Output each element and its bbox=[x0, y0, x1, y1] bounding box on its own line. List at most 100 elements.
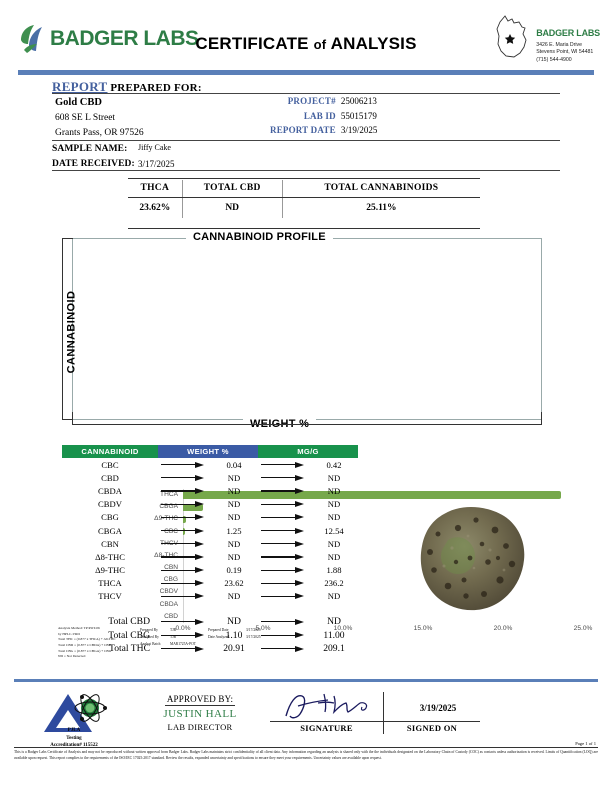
chart-category-label: THCV bbox=[160, 538, 178, 550]
report-prepared-for-heading: REPORT PREPARED FOR: bbox=[52, 79, 202, 95]
arrow-icon bbox=[161, 553, 207, 560]
arrow-icon bbox=[261, 540, 307, 547]
arrow-icon bbox=[161, 540, 207, 547]
arrow-icon bbox=[261, 487, 307, 494]
arrow-icon bbox=[261, 593, 307, 600]
weight-percent-value: ND bbox=[227, 512, 241, 523]
arrow-cell bbox=[158, 540, 210, 547]
cannabinoid-name: Δ9-THC bbox=[95, 565, 125, 576]
summary-value-row: 23.62% ND 25.11% bbox=[128, 197, 480, 218]
chart-category-row: THCA bbox=[160, 489, 583, 501]
chart-category-row: Δ8-THC bbox=[154, 550, 583, 562]
lab-brand-name: BADGER LABS bbox=[536, 28, 600, 38]
title-analysis: ANALYSIS bbox=[330, 34, 417, 53]
arrow-cell bbox=[258, 553, 310, 560]
arrow-cell bbox=[158, 501, 210, 508]
report-rule-bottom bbox=[52, 170, 560, 171]
footnote-method: Analysis Method: TP/POT-06 bbox=[58, 626, 100, 630]
approval-block: APPROVED BY: JUSTIN HALL LAB DIRECTOR bbox=[140, 689, 260, 732]
mgg-value: ND bbox=[327, 551, 341, 562]
chart-category-row: CBD bbox=[164, 611, 583, 623]
arrow-icon bbox=[161, 501, 207, 508]
arrow-icon bbox=[261, 501, 307, 508]
arrow-icon bbox=[161, 632, 207, 639]
document-header: BADGER LABS CERTIFICATE of ANALYSIS BADG… bbox=[0, 0, 612, 78]
chart-title: CANNABINOID PROFILE bbox=[186, 231, 333, 243]
summary-value-thca: 23.62% bbox=[139, 203, 171, 213]
prepared-by-value: TJB bbox=[170, 628, 176, 632]
arrow-icon bbox=[261, 514, 307, 521]
arrow-icon bbox=[161, 474, 207, 481]
seal-name: PJLA bbox=[67, 728, 81, 733]
arrow-cell bbox=[158, 474, 210, 481]
arrow-cell bbox=[258, 645, 310, 652]
weight-percent-value: ND bbox=[227, 499, 241, 510]
pjla-accreditation-seal bbox=[22, 690, 126, 748]
chart-category-label: THCA bbox=[160, 491, 178, 498]
title-of: of bbox=[313, 37, 327, 52]
summary-header-total-cannabinoids: TOTAL CANNABINOIDS bbox=[281, 180, 480, 198]
arrow-icon bbox=[261, 461, 307, 468]
approver-title: LAB DIRECTOR bbox=[167, 722, 233, 732]
arrow-icon bbox=[161, 461, 207, 468]
page-number: Page 1 of 1 bbox=[575, 741, 596, 746]
results-header-cannabinoid: CANNABINOID bbox=[62, 445, 158, 458]
weight-percent-value: ND bbox=[227, 551, 241, 562]
report-label: REPORT bbox=[52, 79, 108, 94]
arrow-cell bbox=[158, 487, 210, 494]
chart-x-tick-label: 0.0% bbox=[175, 625, 191, 632]
results-header-mgg: MG/G bbox=[258, 445, 358, 458]
chart-category-row: Δ9-THC bbox=[154, 513, 583, 525]
mgg-value: 1.88 bbox=[326, 565, 342, 576]
table-row: CBC 0.04 0.42 bbox=[62, 458, 358, 471]
cannabinoid-name: THCV bbox=[98, 591, 122, 602]
footnote-total-cbg-formula: Total CBG = (0.877 x CBGA) + CBG bbox=[58, 648, 112, 653]
report-rule-top bbox=[52, 93, 560, 94]
cannabinoid-name: Total CBD bbox=[108, 616, 150, 628]
arrow-cell bbox=[158, 632, 210, 639]
chart-x-tick-label: 10.0% bbox=[333, 625, 353, 632]
summary-header-thca: THCA bbox=[128, 180, 183, 198]
labid-row: LAB ID 55015179 bbox=[270, 109, 403, 124]
arrow-cell bbox=[258, 580, 310, 587]
arrow-cell bbox=[158, 645, 210, 652]
arrow-cell bbox=[258, 527, 310, 534]
reportdate-row: REPORT DATE 3/19/2025 bbox=[270, 123, 403, 138]
cannabinoid-name: CBC bbox=[101, 459, 119, 470]
arrow-cell bbox=[158, 593, 210, 600]
report-rule-mid bbox=[52, 140, 560, 141]
chart-bar bbox=[183, 503, 203, 511]
cannabinoid-name: CBG bbox=[101, 512, 119, 523]
weight-percent-value: 0.19 bbox=[226, 565, 242, 576]
summary-table: THCA TOTAL CBD TOTAL CANNABINOIDS 23.62%… bbox=[128, 180, 480, 218]
arrow-icon bbox=[161, 527, 207, 534]
disclaimer-text: This is a Badger Labs Certificate of Ana… bbox=[14, 750, 598, 761]
cannabinoid-name: CBN bbox=[101, 538, 119, 549]
arrow-cell bbox=[258, 501, 310, 508]
analyzed-by-row: Analyzed By TJB Date Analyzed 3/17/2025 bbox=[140, 634, 261, 641]
cannabinoid-name: Total THC bbox=[109, 643, 150, 655]
reportdate-label: REPORT DATE bbox=[270, 125, 336, 136]
seal-type: Testing bbox=[66, 735, 82, 741]
results-table: CANNABINOID WEIGHT % MG/G CBC 0.04 0.42 CBD… bbox=[62, 445, 358, 655]
footnote-nd-definition: ND = Not Detected bbox=[58, 654, 86, 659]
summary-header-row: THCA TOTAL CBD TOTAL CANNABINOIDS bbox=[128, 180, 480, 198]
signature-line bbox=[270, 721, 480, 722]
arrow-icon bbox=[161, 567, 207, 574]
arrow-cell bbox=[258, 618, 310, 625]
mgg-value: 209.1 bbox=[323, 643, 345, 655]
arrow-icon bbox=[261, 632, 307, 639]
reportdate-value: 3/19/2025 bbox=[340, 125, 378, 136]
sample-name-label: SAMPLE NAME: bbox=[52, 144, 128, 154]
mgg-value: ND bbox=[327, 538, 341, 549]
date-received-row: DATE RECEIVED: 3/17/2025 bbox=[52, 157, 175, 172]
results-header-weight: WEIGHT % bbox=[158, 445, 258, 458]
cannabinoid-name: CBD bbox=[101, 472, 119, 483]
mgg-value: ND bbox=[327, 499, 341, 510]
chart-category-label: CBG bbox=[163, 576, 178, 584]
cannabinoid-name: CBDA bbox=[98, 485, 122, 496]
cannabinoid-profile-chart: THCACBGAΔ9-THCCBCTHCVΔ8-THCCBNCBGCBDVCBD… bbox=[72, 238, 592, 632]
table-row: Total CBG 1.10 11.00 bbox=[62, 628, 358, 641]
summary-rule-bottom bbox=[128, 228, 480, 229]
arrow-icon bbox=[261, 527, 307, 534]
